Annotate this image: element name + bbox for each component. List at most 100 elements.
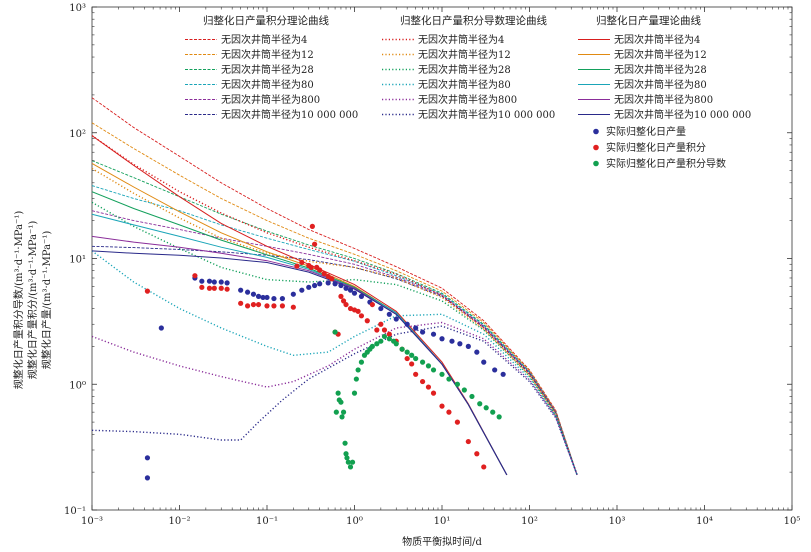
actual-integral-point: [255, 301, 262, 308]
actual-integral-point: [211, 285, 217, 291]
actual-rate-point: [144, 475, 151, 481]
actual-rate-point: [343, 285, 349, 291]
actual-integral-point: [312, 241, 318, 247]
x-tick-label: 10⁵: [784, 516, 801, 527]
actual-derivative-point: [393, 341, 399, 347]
actual-derivative-point: [446, 376, 452, 382]
actual-derivative-point: [454, 381, 461, 387]
legend-marker: [593, 160, 599, 167]
actual-derivative-point: [345, 459, 351, 465]
y-tick-label: 10⁰: [69, 380, 86, 391]
actual-integral-point: [144, 288, 151, 294]
actual-rate-point: [457, 341, 463, 347]
actual-derivative-point: [425, 363, 432, 369]
theory-integral-curve-3: [92, 160, 578, 476]
actual-integral-point: [446, 409, 452, 415]
theory-rate-curve-4: [92, 213, 508, 476]
actual-integral-point: [308, 264, 314, 270]
actual-integral-point: [199, 284, 205, 290]
actual-derivative-point: [342, 440, 348, 446]
actual-derivative-point: [477, 401, 483, 407]
actual-rate-point: [465, 343, 471, 349]
actual-derivative-point: [338, 399, 344, 405]
actual-derivative-point: [419, 359, 426, 365]
actual-integral-point: [425, 384, 432, 390]
actual-derivative-point: [409, 352, 415, 358]
actual-integral-point: [340, 298, 347, 304]
actual-derivative-point: [399, 346, 405, 352]
actual-derivative-point: [439, 371, 445, 377]
legend-marker-label: 实际归整化日产量: [606, 125, 686, 138]
actual-rate-point: [393, 316, 399, 322]
actual-derivative-point: [333, 409, 339, 415]
actual-integral-point: [364, 318, 370, 324]
theory-integral-curve-2: [92, 122, 578, 476]
actual-rate-point: [299, 287, 305, 293]
plot-area: [91, 6, 793, 511]
y-axis-title: 规整化日产量积分导数/(m³·d⁻¹·MPa⁻¹) 规整化日产量积分/(m³·d…: [12, 211, 53, 390]
actual-integral-point: [317, 267, 323, 273]
legend-series-label: 无因次井筒半径为4: [221, 33, 307, 46]
actual-integral-point: [192, 273, 198, 279]
x-axis: 10⁻³ 10⁻² 10⁻¹ 10⁰ 10¹ 10² 10³ 10⁴ 10⁵: [81, 7, 800, 527]
legend-series-label: 无因次井筒半径为12: [221, 48, 314, 61]
actual-integral-point: [386, 331, 392, 337]
legend-series-label: 无因次井筒半径为10 000 000: [221, 108, 358, 121]
legend-series-label: 无因次井筒半径为80: [418, 78, 511, 91]
actual-derivative-point: [469, 393, 475, 400]
actual-derivative-point: [369, 343, 375, 349]
actual-derivative-point: [343, 451, 349, 457]
theory-integral-curve-1: [92, 97, 578, 476]
actual-integral-point: [294, 263, 300, 269]
actual-derivative-point: [358, 359, 365, 365]
legend-group-title: 归整化日产量积分理论曲线: [203, 14, 329, 27]
actual-derivative-point: [374, 341, 380, 347]
actual-rate-point: [338, 282, 344, 289]
actual-integral-point: [439, 403, 445, 409]
actual-derivative-point: [413, 355, 419, 362]
legend-series-label: 无因次井筒半径为28: [221, 63, 314, 76]
actual-rate-point: [500, 371, 506, 377]
actual-integral-point: [271, 303, 277, 309]
legend-series-label: 无因次井筒半径为80: [221, 78, 314, 91]
actual-derivative-point: [490, 409, 496, 415]
legend-marker: [593, 144, 599, 151]
theory-rate-curve-1: [92, 135, 508, 476]
legend-series-label: 无因次井筒半径为800: [614, 93, 713, 106]
actual-rate-point: [199, 278, 205, 284]
actual-integral-point: [409, 361, 415, 367]
actual-integral-point: [454, 419, 461, 425]
y-axis-title-line-3: 规整化日产量/(m³·d⁻¹·MPa⁻¹): [40, 231, 53, 370]
actual-derivative-point: [381, 333, 388, 340]
actual-derivative-point: [386, 336, 392, 342]
legend-group-title: 归整化日产量理论曲线: [596, 14, 701, 27]
legend-marker-label: 实际归整化日产量积分导数: [606, 157, 726, 170]
actual-rate-point: [279, 295, 286, 302]
actual-rate-point: [271, 295, 277, 302]
actual-integral-point: [279, 303, 286, 309]
actual-integral-point: [224, 286, 230, 292]
actual-rate-point: [306, 284, 312, 290]
actual-integral-point: [264, 303, 270, 309]
theory-integral-curve-5: [92, 210, 578, 476]
actual-rate-point: [386, 311, 392, 317]
actual-rate-point: [206, 278, 213, 284]
y-tick-label: 10²: [69, 129, 86, 140]
legend-series-label: 无因次井筒半径为4: [418, 33, 504, 46]
actual-rate-point: [290, 291, 296, 297]
actual-rate-point: [492, 367, 498, 373]
y-axis: 10⁻¹ 10⁰ 10¹ 10² 10³: [64, 3, 792, 517]
legend-series-label: 无因次井筒半径为800: [418, 93, 517, 106]
actual-integral-point: [244, 303, 251, 309]
x-tick-label: 10⁴: [696, 516, 713, 527]
x-tick-label: 10⁻¹: [256, 516, 278, 527]
actual-rate-point: [238, 287, 244, 293]
actual-integral-point: [338, 293, 344, 299]
legend-series-label: 无因次井筒半径为80: [614, 78, 707, 91]
x-tick-label: 10³: [609, 516, 626, 527]
actual-derivative-point: [483, 405, 489, 411]
actual-integral-point: [419, 378, 426, 385]
y-tick-label: 10³: [69, 3, 86, 14]
actual-rate-point: [358, 293, 365, 299]
actual-rate-point: [144, 455, 151, 461]
